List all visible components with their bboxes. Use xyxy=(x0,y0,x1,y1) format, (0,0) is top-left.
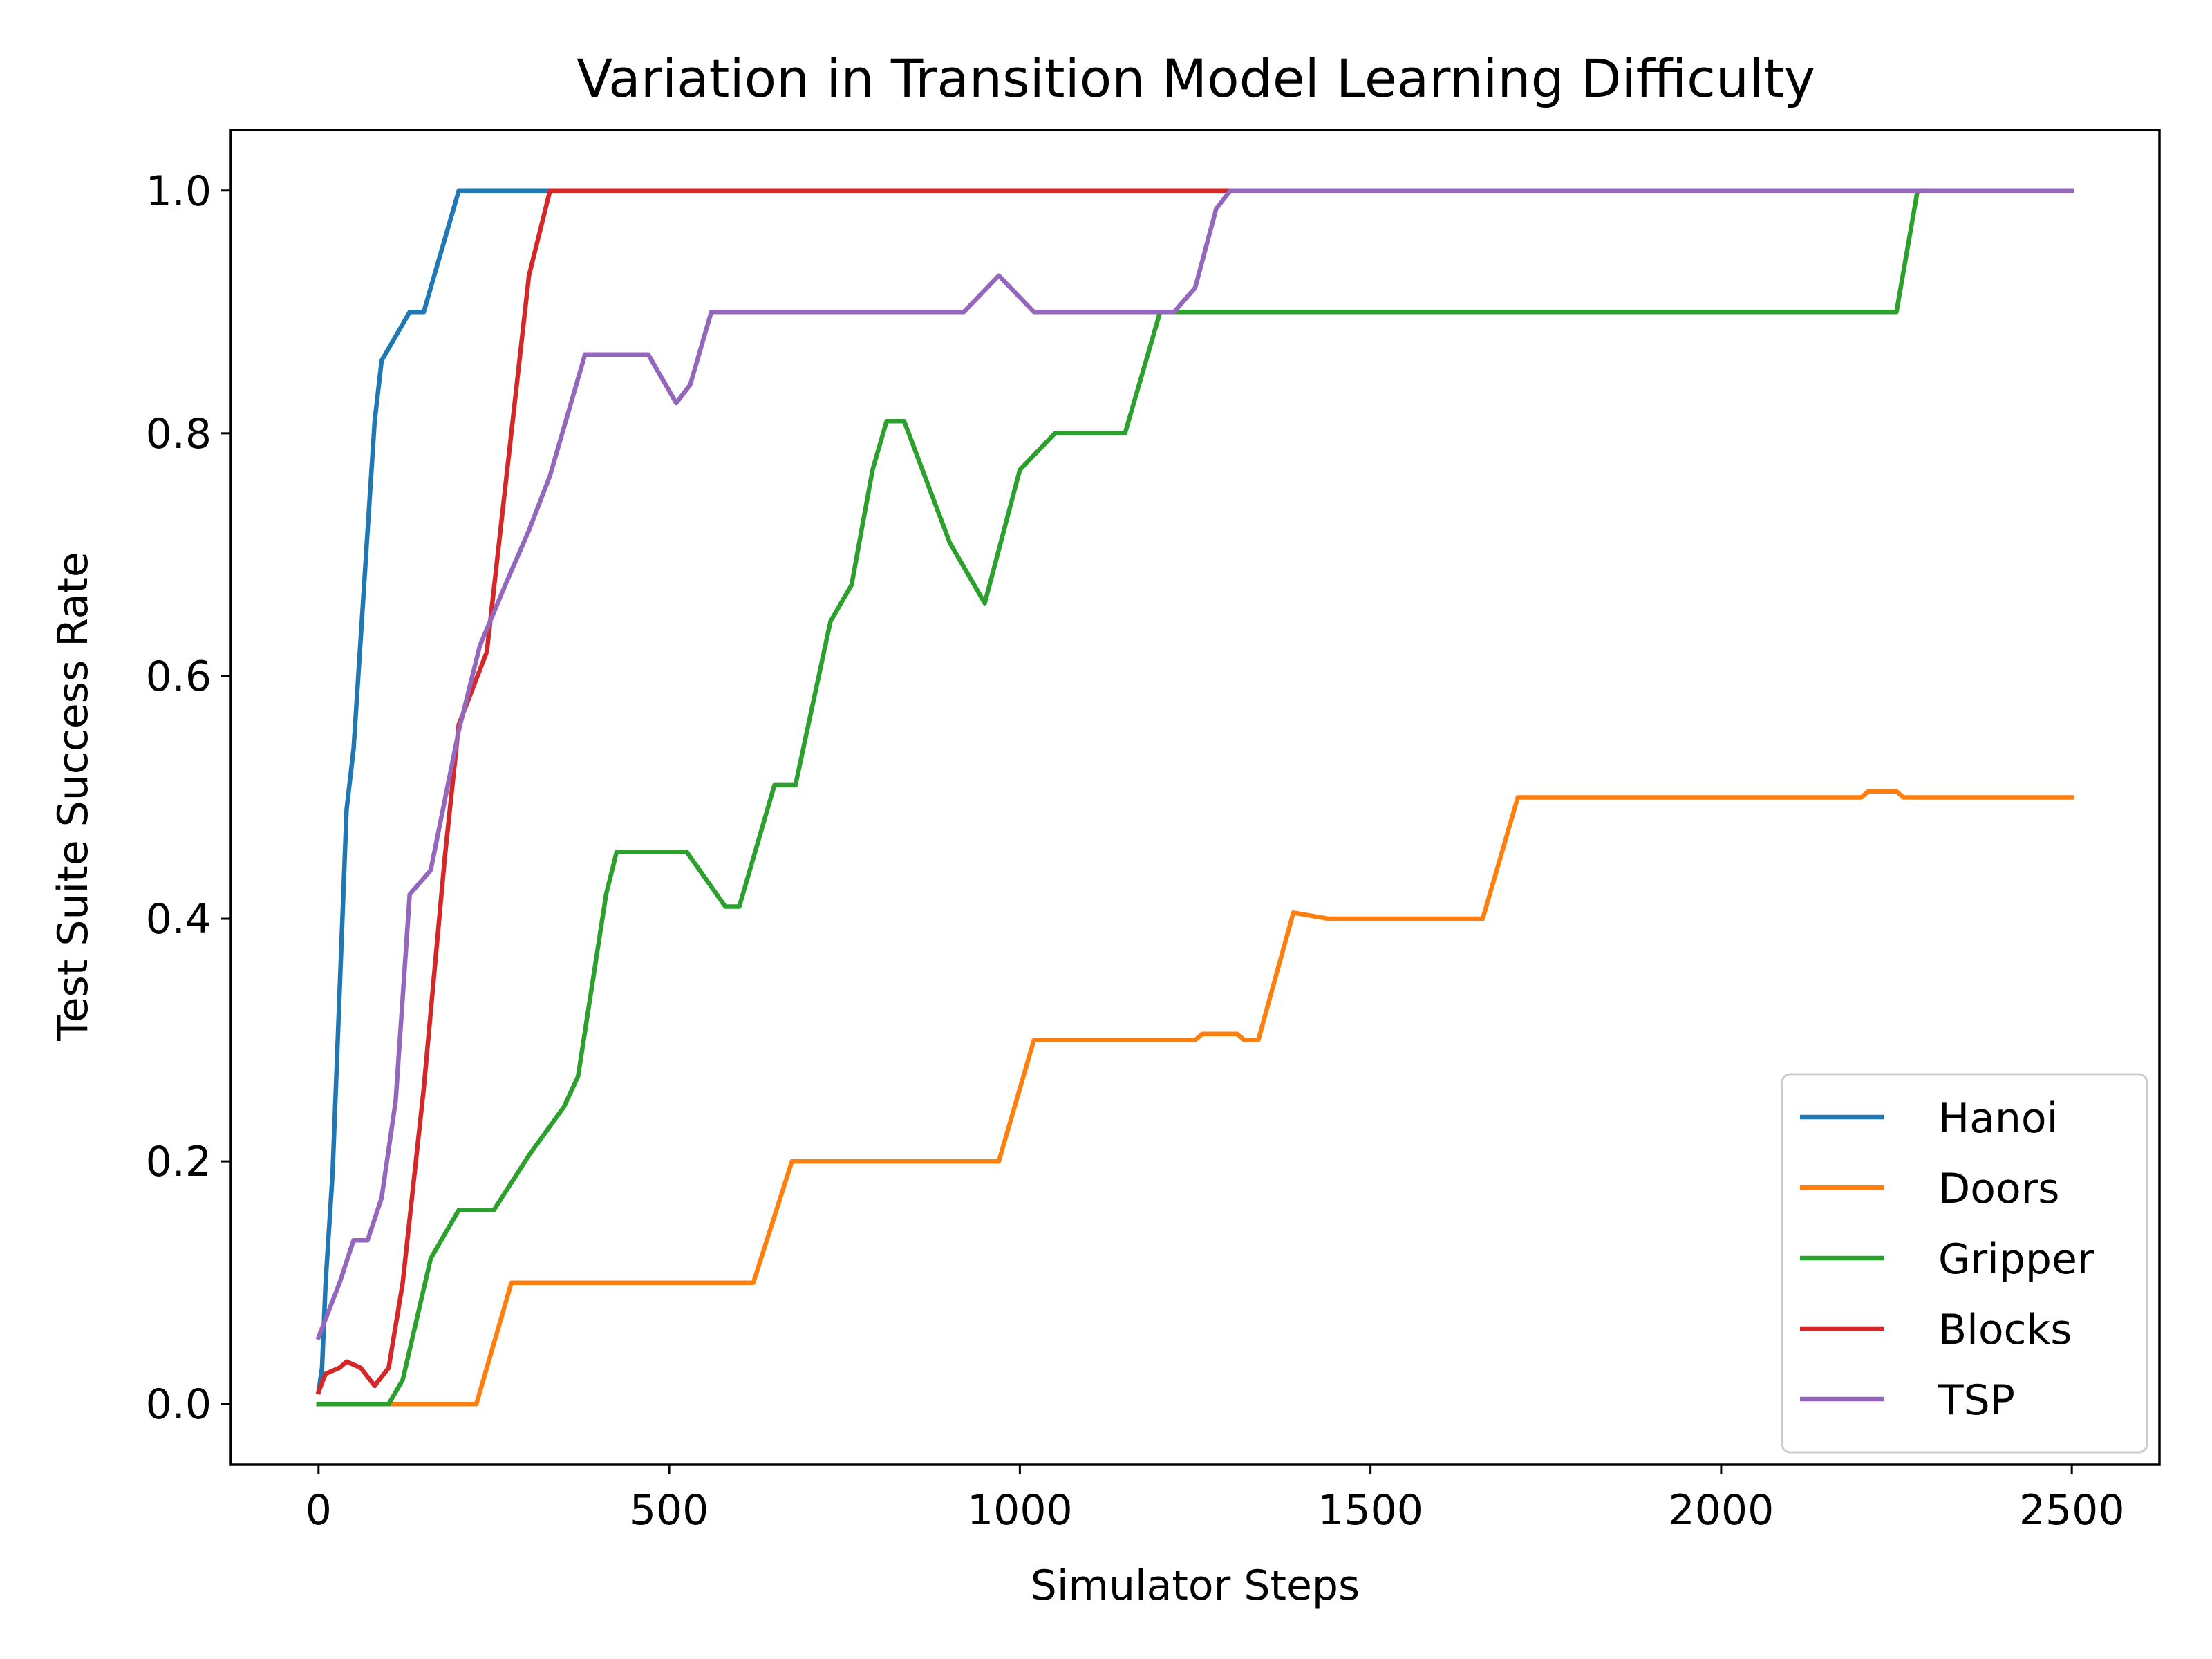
chart-title: Variation in Transition Model Learning D… xyxy=(577,48,1815,109)
x-tick-label: 2500 xyxy=(2019,1486,2125,1535)
series-line-hanoi xyxy=(316,188,552,1395)
series-line-blocks xyxy=(315,188,1232,1395)
series-line-gripper xyxy=(316,188,2074,1407)
legend-label-blocks: Blocks xyxy=(1938,1306,2072,1354)
y-tick-label: 0.0 xyxy=(146,1380,212,1429)
series-line-tsp xyxy=(315,188,2074,1340)
y-tick-label: 1.0 xyxy=(146,167,212,216)
x-axis: 0 500 1000 1500 2000 2500 xyxy=(306,1465,2125,1535)
x-tick-label: 0 xyxy=(306,1486,332,1535)
legend-label-gripper: Gripper xyxy=(1938,1235,2094,1284)
x-axis-label: Simulator Steps xyxy=(1031,1562,1360,1610)
legend-label-tsp: TSP xyxy=(1938,1376,2015,1425)
y-tick-label: 0.2 xyxy=(146,1138,212,1186)
x-tick-label: 500 xyxy=(630,1486,709,1535)
x-tick-label: 1500 xyxy=(1318,1486,1423,1535)
x-tick-label: 2000 xyxy=(1669,1486,1774,1535)
y-tick-label: 0.4 xyxy=(146,895,212,944)
legend-label-doors: Doors xyxy=(1938,1165,2060,1213)
y-axis: 0.0 0.2 0.4 0.6 0.8 1.0 xyxy=(146,167,231,1429)
legend-label-hanoi: Hanoi xyxy=(1938,1094,2058,1143)
series-layer xyxy=(315,188,2074,1407)
x-tick-label: 1000 xyxy=(967,1486,1073,1535)
y-tick-label: 0.6 xyxy=(146,653,212,701)
legend-box xyxy=(1781,1073,2148,1454)
plot-frame xyxy=(229,129,2161,1466)
y-tick-label: 0.8 xyxy=(146,410,212,458)
series-line-doors xyxy=(316,789,2074,1407)
legend: Hanoi Doors Gripper Blocks TSP xyxy=(1781,1073,2148,1454)
y-axis-label: Test Suite Success Rate xyxy=(49,552,97,1042)
